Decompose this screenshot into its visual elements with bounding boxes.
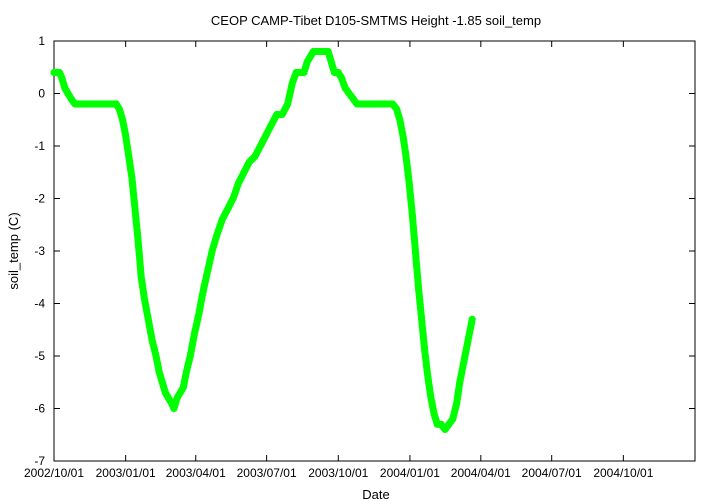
data-point <box>468 315 476 323</box>
y-tick-label: -7 <box>34 454 45 468</box>
y-tick-label: -6 <box>34 402 45 416</box>
y-tick-label: -5 <box>34 349 45 363</box>
data-series <box>50 47 476 434</box>
y-tick-label: -3 <box>34 244 45 258</box>
x-axis-label: Date <box>362 487 389 502</box>
x-axis: 2002/10/01 2003/01/01 2003/04/01 2003/07/01… <box>24 41 654 480</box>
x-tick-label: 2004/10/01 <box>593 466 653 480</box>
x-tick-label: 2003/04/01 <box>166 466 226 480</box>
y-tick-label: -1 <box>34 139 45 153</box>
y-axis-label: soil_temp (C) <box>6 212 21 289</box>
y-axis: 1 0 -1 -2 -3 -4 -5 -6 -7 <box>34 34 695 468</box>
x-tick-label: 2003/10/01 <box>308 466 368 480</box>
plot-area: 10-1-2-3-4-5-6-7 2002/10/01 2003/01/01 200… <box>24 34 696 480</box>
x-tick-label: 2003/01/01 <box>96 466 156 480</box>
y-tick-label: 1 <box>38 34 45 48</box>
x-tick-label: 2004/07/01 <box>522 466 582 480</box>
x-tick-label: 2004/01/01 <box>380 466 440 480</box>
x-tick-label: 2002/10/01 <box>24 466 84 480</box>
x-tick-label: 2003/07/01 <box>237 466 297 480</box>
y-tick-label: -2 <box>34 192 45 206</box>
chart-title: CEOP CAMP-Tibet D105-SMTMS Height -1.85 … <box>211 13 541 28</box>
y-tick-label: 0 <box>38 87 45 101</box>
y-tick-label: -4 <box>34 297 45 311</box>
x-tick-label: 2004/04/01 <box>451 466 511 480</box>
